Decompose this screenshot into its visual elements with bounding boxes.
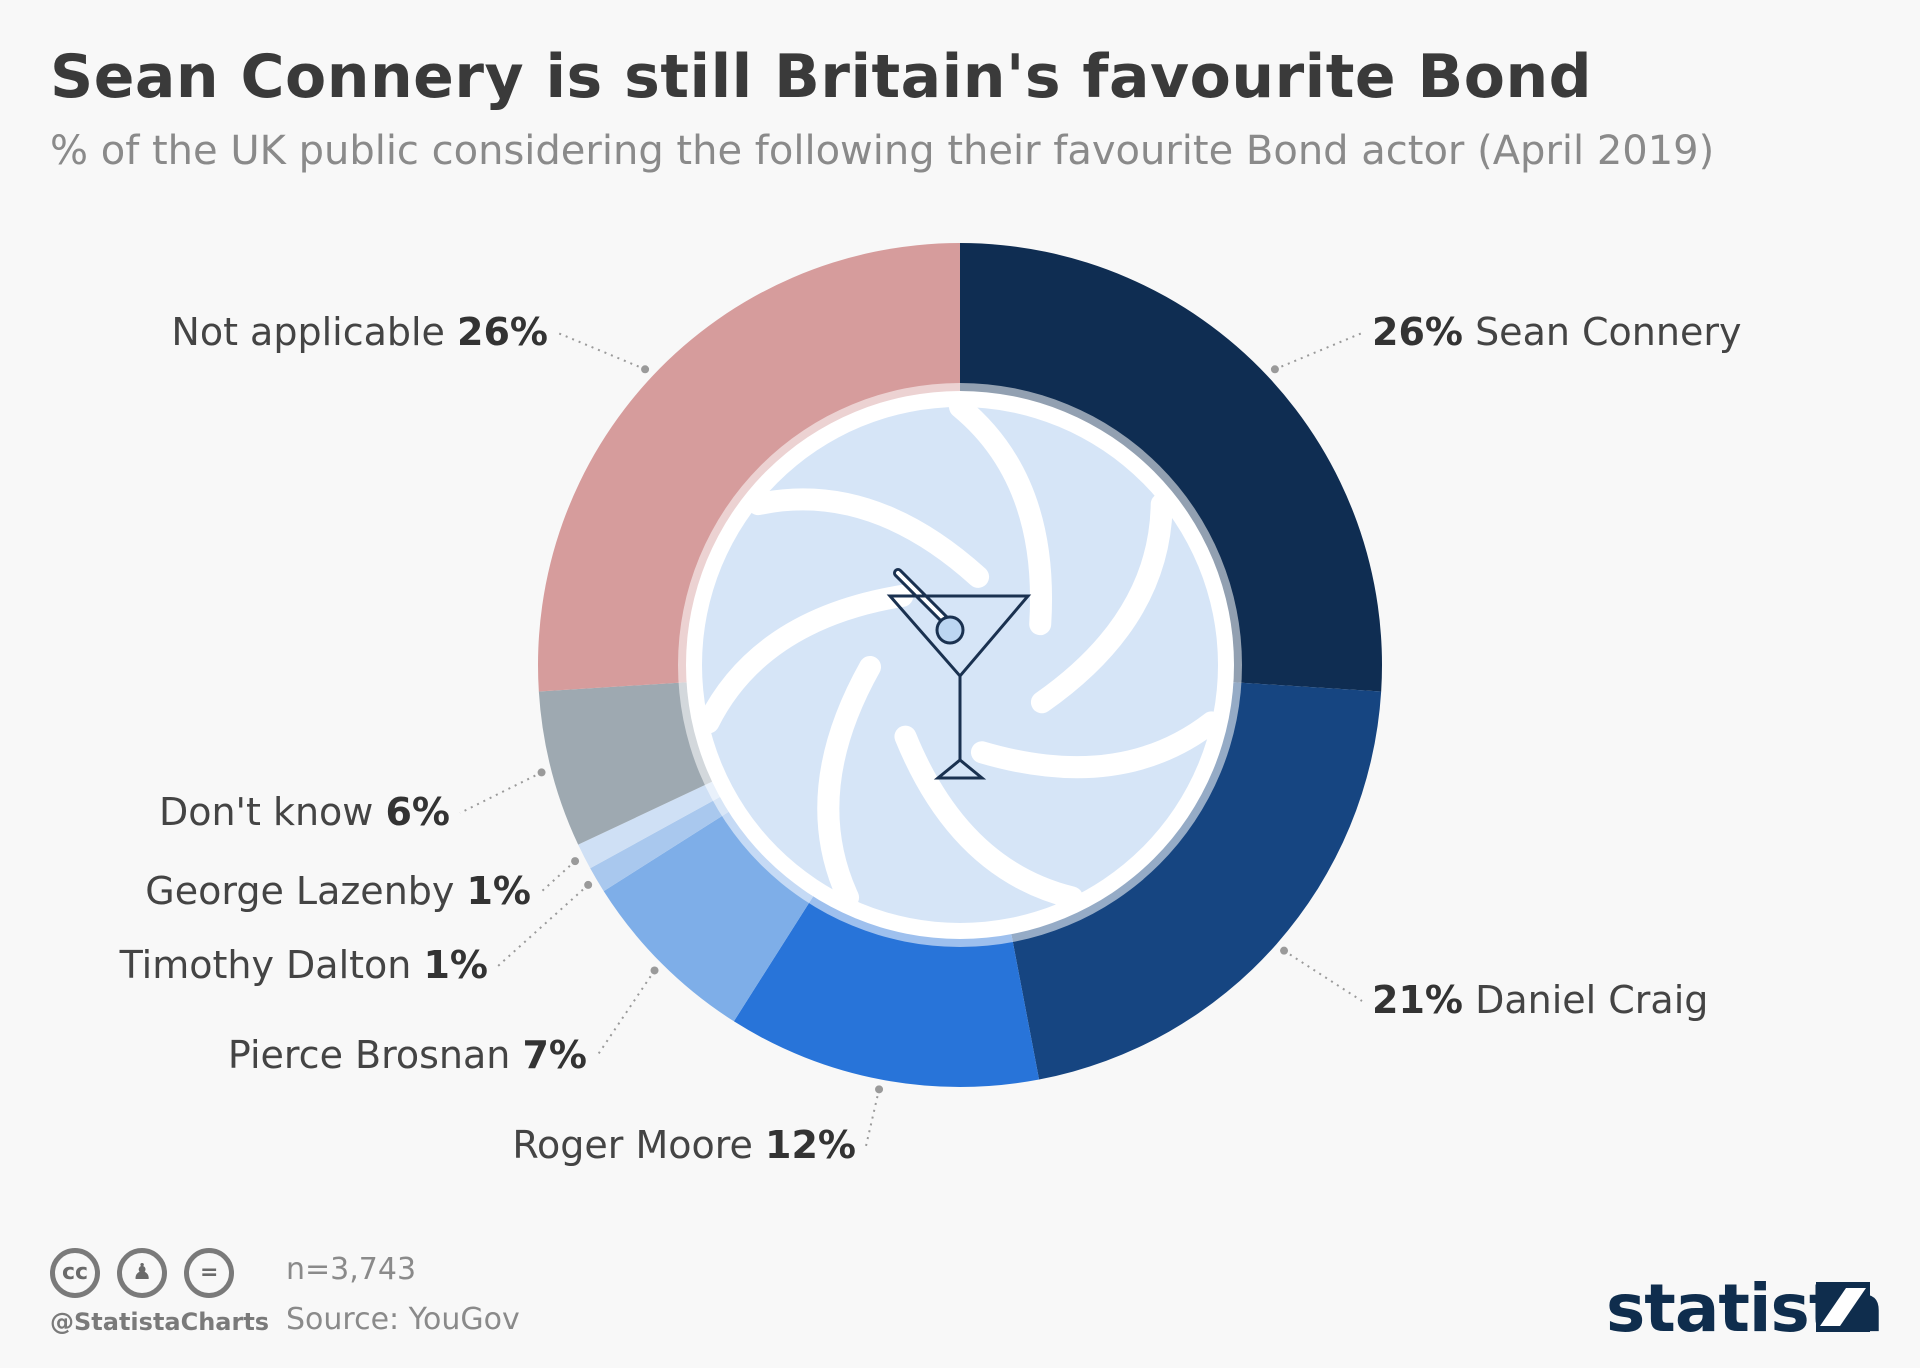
donut-slices	[537, 243, 1382, 1088]
leader-dot-don-t-know	[537, 768, 546, 777]
slice-timothy-dalton	[590, 793, 736, 892]
label-value: 26%	[1372, 310, 1463, 354]
leader-dot-daniel-craig	[1280, 946, 1289, 955]
leader-line-not-applicable	[557, 332, 646, 371]
label-not-applicable: Not applicable 26%	[171, 310, 548, 354]
label-name: Not applicable	[171, 310, 445, 354]
label-timothy-dalton: Timothy Dalton 1%	[119, 943, 488, 987]
chart-subtitle: % of the UK public considering the follo…	[50, 128, 1715, 174]
label-pierce-brosnan: Pierce Brosnan 7%	[228, 1033, 587, 1077]
label-value: 1%	[466, 869, 531, 913]
slice-george-lazenby	[578, 778, 727, 869]
swirl-blade	[747, 488, 990, 588]
chart-title: Sean Connery is still Britain's favourit…	[50, 42, 1593, 112]
donut-center	[678, 383, 1242, 947]
leader-dot-pierce-brosnan	[650, 966, 659, 975]
leader-dot-roger-moore	[875, 1085, 884, 1094]
leader-dot-george-lazenby	[571, 857, 580, 866]
statista-logo-icon	[1816, 1282, 1870, 1332]
label-roger-moore: Roger Moore 12%	[512, 1123, 856, 1167]
leader-line-don-t-know	[459, 771, 543, 814]
nd-icon: =	[184, 1248, 235, 1298]
leader-line-daniel-craig	[1283, 949, 1363, 1002]
slice-sean-connery	[960, 243, 1382, 692]
slice-labels: 26% Sean Connery 21% Daniel Craig Roger Mo…	[119, 310, 1742, 1167]
leader-line-sean-connery	[1274, 332, 1363, 371]
gun-barrel-swirl-icon	[697, 396, 1223, 923]
martini-glass-icon	[886, 568, 1032, 780]
label-name: Pierce Brosnan	[228, 1033, 511, 1077]
label-value: 1%	[423, 943, 488, 987]
swirl-blade	[1030, 493, 1173, 714]
leader-line-roger-moore	[865, 1089, 881, 1147]
slice-don-t-know	[538, 681, 720, 845]
leader-dot-sean-connery	[1270, 365, 1279, 374]
label-don-t-know: Don't know 6%	[159, 790, 450, 834]
license-icons: cc ♟ =	[50, 1248, 246, 1298]
label-name: Daniel Craig	[1475, 978, 1708, 1022]
leader-line-pierce-brosnan	[596, 969, 656, 1057]
label-value: 26%	[457, 310, 548, 354]
swirl-blade	[949, 396, 1052, 636]
cc-icon: cc	[50, 1248, 100, 1298]
swirl-blade	[894, 725, 1083, 909]
label-value: 7%	[522, 1033, 587, 1077]
label-sean-connery: 26% Sean Connery	[1372, 310, 1741, 354]
statista-handle: @StatistaCharts	[50, 1308, 270, 1336]
slice-not-applicable	[537, 243, 960, 692]
sample-size: n=3,743	[286, 1252, 417, 1287]
label-name: Sean Connery	[1475, 310, 1741, 354]
swirl-background	[702, 407, 1218, 923]
label-value: 6%	[385, 790, 450, 834]
label-name: Roger Moore	[512, 1123, 753, 1167]
label-value: 21%	[1372, 978, 1463, 1022]
label-daniel-craig: 21% Daniel Craig	[1372, 978, 1708, 1022]
label-value: 12%	[765, 1123, 856, 1167]
swirl-blade	[697, 584, 914, 734]
swirl-blade	[817, 655, 882, 909]
leader-dot-not-applicable	[641, 365, 650, 374]
swirl-blade	[970, 711, 1223, 779]
source-note: Source: YouGov	[286, 1302, 520, 1337]
label-name: Timothy Dalton	[119, 943, 412, 987]
label-name: George Lazenby	[145, 869, 454, 913]
label-george-lazenby: George Lazenby 1%	[145, 869, 531, 913]
leader-dot-timothy-dalton	[584, 880, 593, 889]
by-icon: ♟	[117, 1248, 168, 1298]
slice-daniel-craig	[1009, 681, 1382, 1080]
leader-line-george-lazenby	[540, 860, 576, 893]
label-name: Don't know	[159, 790, 373, 834]
